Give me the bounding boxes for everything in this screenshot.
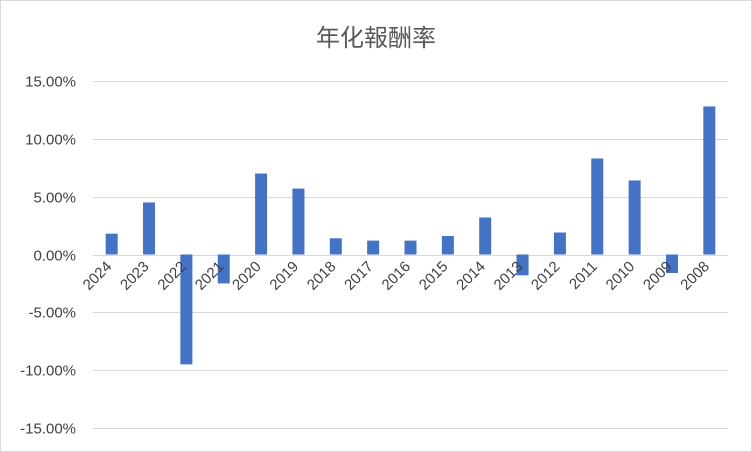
chart-title: 年化報酬率 <box>316 24 436 52</box>
x-category-label: 2020 <box>229 258 265 294</box>
bar-2012 <box>553 232 566 255</box>
bar-2024 <box>105 233 118 255</box>
bar-2015 <box>441 235 454 255</box>
x-category-label: 2008 <box>677 258 713 294</box>
bar-2008 <box>703 106 716 255</box>
x-category-label: 2010 <box>603 258 639 294</box>
y-tick-label: 15.00% <box>25 74 76 91</box>
bar-2017 <box>367 240 380 255</box>
bar-2016 <box>404 240 417 255</box>
bar-2019 <box>292 188 305 255</box>
y-tick-label: -15.00% <box>20 421 76 438</box>
bar-2020 <box>255 173 268 255</box>
x-category-label: 2016 <box>379 258 415 294</box>
x-category-label: 2019 <box>266 258 302 294</box>
bar-2011 <box>591 158 604 255</box>
y-axis-tick-labels: 15.00% 10.00% 5.00% 0.00% -5.00% -10.00% -15.0… <box>20 74 76 438</box>
x-category-label: 2012 <box>528 258 564 294</box>
x-category-label: 2017 <box>341 258 377 294</box>
x-axis-category-labels: 2024 2023 2022 2021 2020 2019 2018 2017 2016 2015… <box>80 258 713 294</box>
bars <box>105 106 716 365</box>
bar-2014 <box>479 217 492 255</box>
x-category-label: 2011 <box>566 258 601 293</box>
bar-2018 <box>329 238 342 255</box>
y-tick-label: 0.00% <box>33 248 76 265</box>
bar-2013 <box>516 254 529 276</box>
x-category-label: 2014 <box>453 258 489 294</box>
y-tick-label: 10.00% <box>25 132 76 149</box>
bar-2009 <box>665 254 678 274</box>
x-category-label: 2015 <box>416 258 452 294</box>
x-category-label: 2018 <box>304 258 340 294</box>
x-category-label: 2024 <box>80 258 116 294</box>
gridlines <box>93 81 728 429</box>
y-tick-label: -10.00% <box>20 363 76 380</box>
y-tick-label: 5.00% <box>33 190 76 207</box>
bar-2010 <box>628 180 641 255</box>
x-category-label: 2023 <box>117 258 153 294</box>
bar-2023 <box>143 202 156 255</box>
bar-2021 <box>217 254 230 284</box>
y-tick-label: -5.00% <box>28 305 76 322</box>
bar-2022 <box>180 254 193 365</box>
